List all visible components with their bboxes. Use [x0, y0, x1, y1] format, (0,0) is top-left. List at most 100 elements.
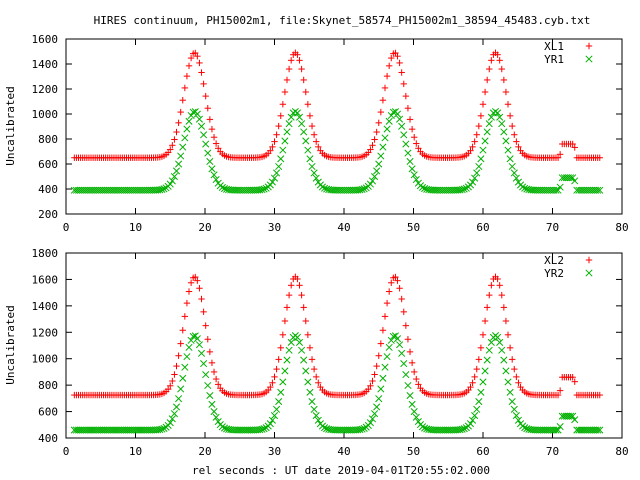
data-point — [208, 359, 216, 367]
data-point — [193, 110, 201, 118]
data-point — [275, 398, 283, 406]
data-point — [513, 138, 520, 145]
data-point — [215, 145, 222, 152]
data-point — [406, 392, 414, 400]
data-point — [308, 398, 316, 406]
data-point — [511, 365, 518, 373]
data-point — [510, 169, 518, 177]
data-point — [212, 140, 220, 147]
legend-marker — [585, 256, 593, 264]
y-tick-label: 1000 — [32, 108, 59, 121]
y-tick-label: 200 — [38, 208, 58, 221]
data-point — [569, 412, 577, 420]
data-point — [215, 381, 222, 388]
data-point — [554, 186, 562, 194]
data-point — [368, 177, 377, 185]
data-point — [481, 88, 489, 96]
data-point — [371, 136, 378, 143]
data-point — [412, 413, 420, 421]
data-point — [494, 109, 502, 117]
data-point — [496, 338, 504, 346]
data-point — [275, 162, 283, 171]
data-point — [358, 185, 366, 194]
data-point — [358, 425, 366, 433]
data-point — [298, 65, 305, 73]
data-point — [569, 174, 577, 182]
data-point — [287, 338, 295, 346]
data-point — [200, 80, 207, 88]
data-point — [268, 178, 276, 186]
data-point — [173, 128, 180, 136]
data-point — [506, 112, 514, 120]
data-point — [506, 388, 514, 396]
data-point — [166, 419, 174, 427]
data-point — [521, 424, 529, 432]
data-point — [494, 51, 501, 58]
data-point — [298, 346, 306, 354]
data-point — [258, 425, 266, 433]
data-point — [392, 49, 399, 57]
data-point — [168, 177, 176, 185]
data-point — [479, 378, 487, 386]
data-point — [195, 341, 203, 349]
data-point — [279, 378, 287, 386]
data-point — [458, 425, 466, 433]
data-point — [294, 275, 301, 283]
data-point — [366, 180, 374, 188]
data-point — [194, 52, 201, 60]
data-point — [421, 424, 429, 432]
data-point — [456, 186, 464, 194]
data-point — [196, 285, 203, 292]
data-point — [296, 57, 303, 64]
data-point — [295, 113, 304, 121]
data-point — [506, 344, 514, 352]
data-point — [410, 134, 418, 141]
data-point — [300, 356, 308, 364]
data-point — [304, 101, 312, 108]
data-point — [279, 146, 287, 154]
data-point — [408, 400, 416, 408]
data-point — [177, 108, 184, 116]
data-point — [356, 425, 364, 434]
data-point — [368, 415, 377, 423]
data-point — [304, 378, 312, 386]
data-point — [273, 169, 281, 177]
data-point — [208, 125, 216, 133]
data-point — [402, 322, 410, 329]
data-point — [404, 336, 412, 343]
data-point — [481, 137, 489, 145]
data-point — [156, 425, 164, 434]
data-point — [481, 367, 489, 375]
chart-title: HIRES continuum, PH15002m1, file:Skynet_… — [94, 14, 591, 27]
data-point — [271, 373, 278, 381]
data-point — [469, 416, 477, 424]
data-point — [515, 379, 522, 386]
bottom-panel: 400 600 800 1000 1200 1400 1600 1800 0 10 20 30 40 50… — [4, 247, 629, 458]
x-tick-label: 80 — [615, 221, 628, 234]
legend-marker — [585, 55, 593, 63]
data-point — [369, 142, 376, 149]
data-point — [502, 367, 510, 375]
data-point — [371, 173, 379, 181]
data-point — [310, 131, 318, 138]
data-point — [210, 368, 218, 376]
data-point — [506, 155, 514, 163]
y-tick-label: 600 — [38, 158, 58, 171]
data-point — [267, 383, 274, 391]
data-point — [396, 341, 404, 349]
data-point — [200, 131, 208, 139]
data-point — [208, 165, 216, 173]
x-tick-label: 10 — [129, 445, 142, 458]
data-point — [175, 395, 183, 403]
data-point — [200, 308, 207, 316]
data-point — [396, 59, 403, 67]
data-point — [279, 101, 287, 108]
data-point — [486, 65, 493, 73]
data-point — [515, 143, 522, 151]
data-point — [413, 140, 420, 147]
data-point — [193, 335, 201, 343]
data-point — [206, 348, 214, 356]
data-point — [504, 146, 512, 154]
x-tick-label: 40 — [337, 445, 350, 458]
